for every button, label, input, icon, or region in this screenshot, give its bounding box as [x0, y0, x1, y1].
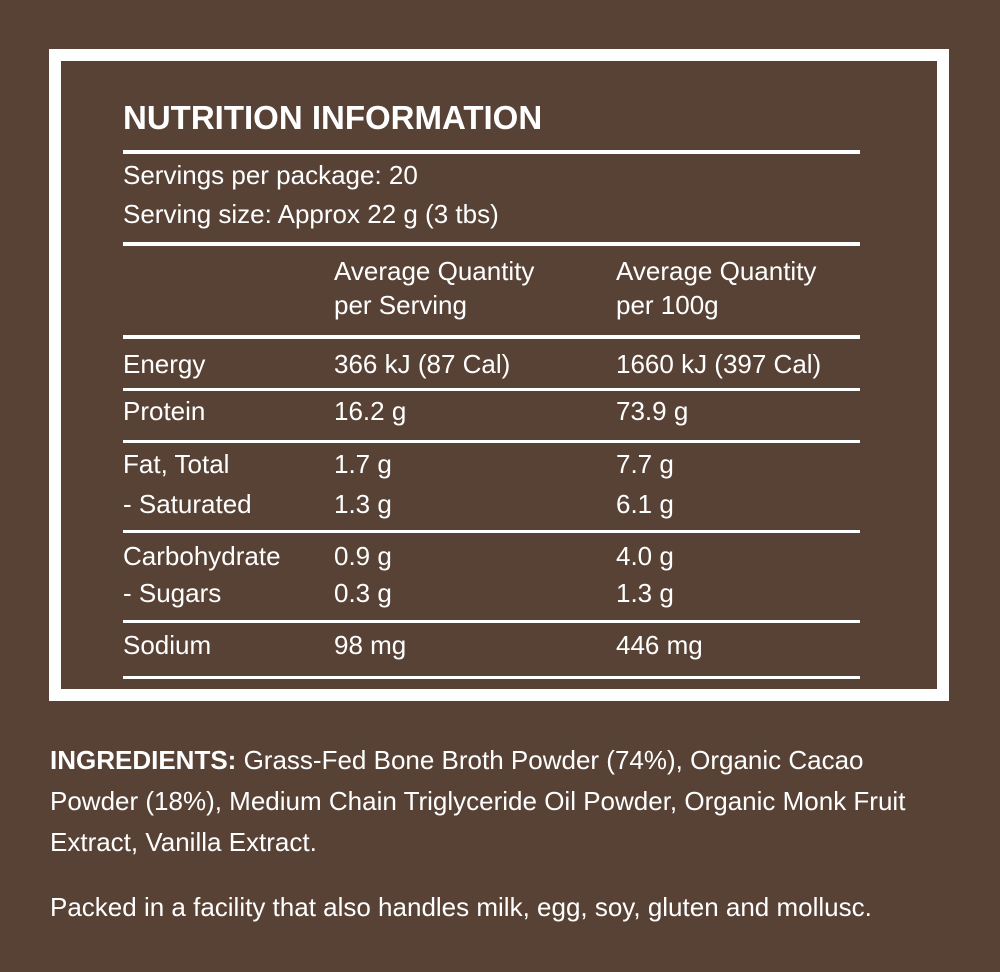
nutrient-name: Energy — [123, 349, 206, 379]
nutrient-value: 4.0 g — [616, 541, 674, 571]
nutrient-value: 1.7 g — [334, 449, 392, 479]
nutrient-name: Protein — [123, 396, 206, 426]
divider — [123, 439, 860, 443]
nutrient-value: 366 kJ (87 Cal) — [334, 349, 511, 379]
nutrient-value: 16.2 g — [334, 396, 407, 426]
column-header: Average Quantity — [334, 256, 535, 286]
nutrient-value: 1.3 g — [334, 489, 392, 519]
nutrient-value: 0.3 g — [334, 578, 392, 608]
nutrient-value: 0.9 g — [334, 541, 392, 571]
column-header: per Serving — [334, 290, 467, 320]
nutrient-name: Carbohydrate — [123, 541, 281, 571]
divider — [123, 675, 860, 679]
nutrient-name: - Saturated — [123, 489, 252, 519]
nutrient-name: - Sugars — [123, 578, 222, 608]
nutrient-value: 1.3 g — [616, 578, 674, 608]
divider — [123, 242, 860, 246]
nutrient-value: 73.9 g — [616, 396, 689, 426]
divider — [123, 387, 860, 391]
nutrient-value: 1660 kJ (397 Cal) — [616, 349, 822, 379]
allergen-note: Packed in a facility that also handles m… — [50, 892, 872, 922]
ingredients-text: Grass-Fed Bone Broth Powder (74%), Organ… — [50, 745, 906, 857]
nutrient-name: Sodium — [123, 630, 212, 660]
divider — [123, 529, 860, 533]
column-header: Average Quantity — [616, 256, 817, 286]
panel-title: NUTRITION INFORMATION — [123, 99, 543, 136]
nutrient-name: Fat, Total — [123, 449, 230, 479]
column-header: per 100g — [616, 290, 719, 320]
nutrient-value: 6.1 g — [616, 489, 674, 519]
panel-frame — [49, 49, 949, 701]
servings-line: Servings per package: 20 — [123, 160, 418, 190]
servings-line: Serving size: Approx 22 g (3 tbs) — [123, 199, 499, 229]
nutrient-value: 98 mg — [334, 630, 407, 660]
divider — [123, 150, 860, 154]
ingredients: INGREDIENTS: Grass-Fed Bone Broth Powder… — [50, 740, 930, 863]
divider — [123, 619, 860, 623]
ingredients-label: INGREDIENTS: — [50, 745, 237, 775]
nutrient-value: 446 mg — [616, 630, 703, 660]
nutrient-value: 7.7 g — [616, 449, 674, 479]
divider — [123, 335, 860, 339]
